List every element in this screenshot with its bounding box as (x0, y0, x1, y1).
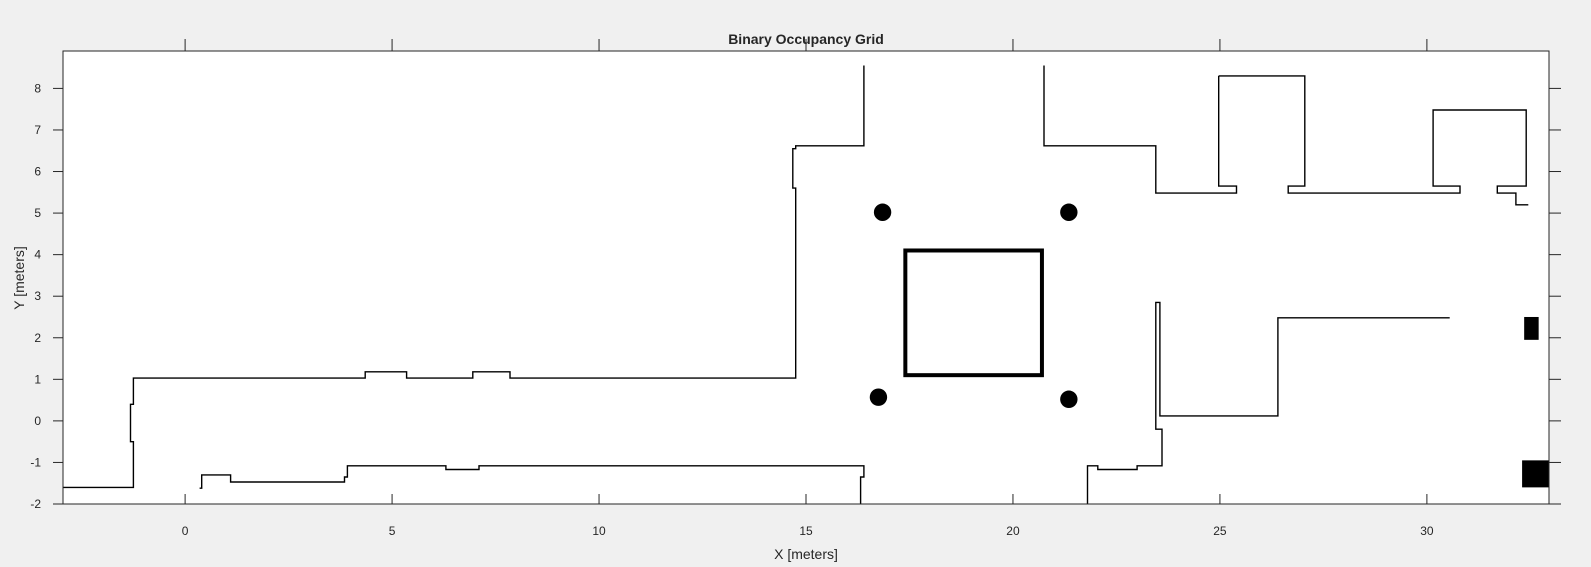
y-tick-label: 1 (34, 372, 41, 386)
x-tick-label: 15 (799, 524, 813, 538)
obstacles-layer (63, 65, 1549, 504)
x-axis-label: X [meters] (774, 546, 838, 562)
y-tick-label: 4 (34, 248, 41, 262)
y-tick-label: -1 (30, 455, 41, 469)
x-tick-label: 0 (182, 524, 189, 538)
y-axis-label: Y [meters] (11, 246, 27, 310)
pillar-2 (1060, 203, 1078, 221)
y-tick-label: 3 (34, 289, 41, 303)
y-tick-label: 6 (34, 165, 41, 179)
x-tick-label: 5 (389, 524, 396, 538)
y-tick-label: 7 (34, 123, 41, 137)
y-tick-label: 2 (34, 331, 41, 345)
x-tick-label: 25 (1213, 524, 1227, 538)
center-square (903, 248, 1044, 378)
right-middle-wall (1086, 301, 1450, 504)
ticks-layer: 0 5 10 15 20 25 30 -2 -1 0 1 2 3 4 5 6 7 8 (30, 39, 1561, 538)
x-tick-label: 20 (1006, 524, 1020, 538)
y-tick-label: 8 (34, 81, 41, 95)
upper-right-wall (1043, 65, 1238, 194)
room-right-1 (1218, 75, 1529, 206)
y-tick-label: 0 (34, 414, 41, 428)
y-tick-label: 5 (34, 206, 41, 220)
pillar-3 (869, 388, 888, 406)
chart-title: Binary Occupancy Grid (728, 31, 884, 47)
lower-left-wall (199, 465, 865, 504)
x-tick-label: 10 (592, 524, 606, 538)
y-tick-label: -2 (30, 497, 41, 511)
pillar-1 (873, 203, 892, 221)
plot-area (63, 51, 1549, 504)
x-tick-label: 30 (1420, 524, 1434, 538)
block-right-lower (1522, 460, 1549, 488)
pillar-4 (1060, 390, 1078, 408)
block-right-upper (1524, 316, 1539, 340)
upper-left-wall (63, 65, 865, 489)
